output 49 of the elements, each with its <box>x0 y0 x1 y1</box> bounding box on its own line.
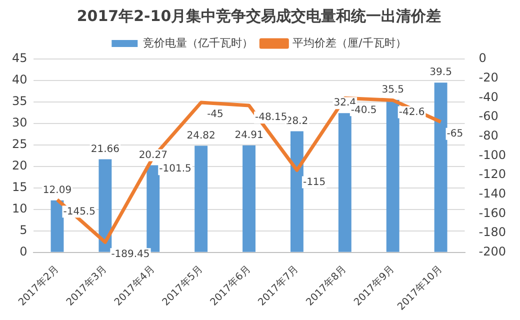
data-label: -101.5 <box>159 164 192 175</box>
data-label: 35.5 <box>382 84 404 96</box>
y2-tick-label: -160 <box>478 206 506 220</box>
legend-label: 平均价差（厘/千瓦时） <box>292 36 406 50</box>
data-label: -145.5 <box>63 206 96 218</box>
data-label: -40.5 <box>350 104 377 116</box>
y-tick-label: 25 <box>12 137 28 152</box>
bar <box>98 159 112 252</box>
bar <box>290 131 304 252</box>
y-tick-label: 10 <box>12 202 28 216</box>
y2-tick-label: -80 <box>478 128 498 142</box>
y2-tick-label: -100 <box>478 148 506 162</box>
data-label: 24.82 <box>186 130 216 142</box>
y2-tick-label: 0 <box>478 51 486 66</box>
bar <box>242 145 256 252</box>
data-label: -42.6 <box>398 106 425 118</box>
bar <box>194 146 208 252</box>
y2-tick-label: -60 <box>478 109 498 124</box>
legend-label: 竞价电量（亿千瓦时） <box>143 36 254 50</box>
y-tick-label: 45 <box>12 51 28 66</box>
y-tick-label: 15 <box>12 180 28 194</box>
y2-tick-label: -40 <box>478 90 498 104</box>
data-label: -65 <box>446 128 464 140</box>
chart-title: 2017年2-10月集中竞争交易成交电量和统一出清价差 <box>76 6 442 25</box>
data-label: -189.45 <box>111 248 150 260</box>
y2-tick-label: -180 <box>478 225 506 240</box>
y2-tick-label: -200 <box>478 244 506 259</box>
data-label: 24.91 <box>234 130 264 141</box>
data-label: 39.5 <box>430 67 452 78</box>
bar <box>434 82 448 252</box>
y2-tick-label: -120 <box>478 167 506 182</box>
data-label: 32.4 <box>334 98 356 109</box>
data-label: -115 <box>302 176 326 188</box>
data-label: 20.27 <box>138 150 168 161</box>
y2-tick-label: -20 <box>478 70 498 84</box>
bar <box>50 200 64 252</box>
y2-tick-label: -140 <box>478 186 506 200</box>
bar <box>386 100 400 252</box>
bar <box>338 113 352 252</box>
y-tick-label: 30 <box>12 116 28 130</box>
data-label: 21.66 <box>90 144 120 155</box>
y-tick-label: 20 <box>12 158 28 173</box>
data-label: -48.15 <box>255 112 288 124</box>
data-label: 12.09 <box>42 185 72 196</box>
y-tick-label: 35 <box>12 94 28 108</box>
y-tick-label: 5 <box>20 223 28 238</box>
data-label: -45 <box>207 109 224 120</box>
y-tick-label: 0 <box>20 244 28 259</box>
y-tick-label: 40 <box>12 72 28 87</box>
